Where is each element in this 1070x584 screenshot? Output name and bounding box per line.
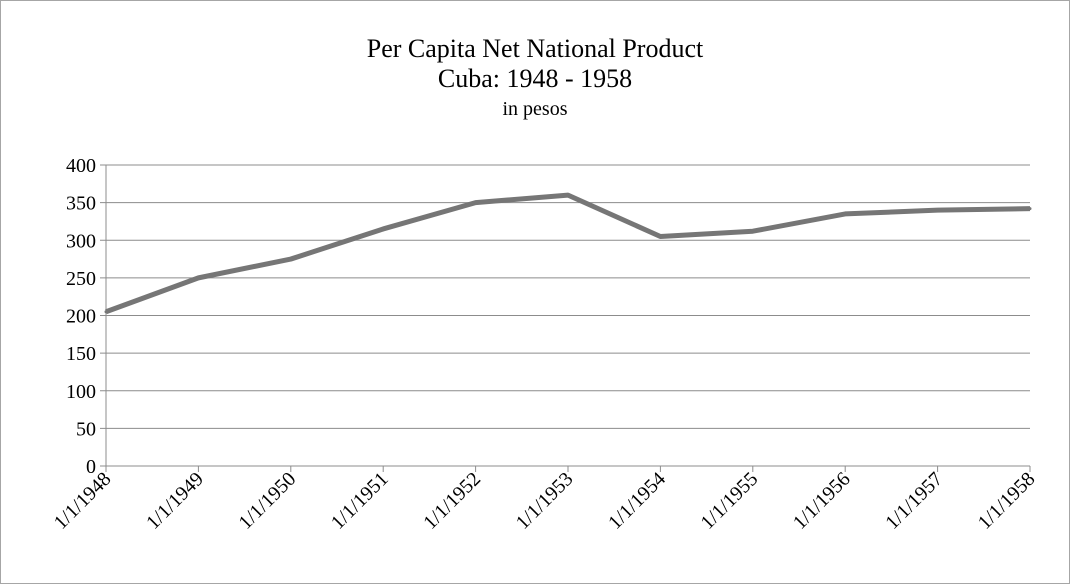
chart-title-block: Per Capita Net National Product Cuba: 19… <box>0 34 1070 122</box>
data-series <box>104 192 1032 315</box>
data-point <box>566 193 570 197</box>
x-tick-label: 1/1/1948 <box>50 468 116 534</box>
x-tick-label: 1/1/1958 <box>974 468 1040 534</box>
y-tick-label: 0 <box>86 456 96 478</box>
y-tick-label: 50 <box>76 418 96 440</box>
y-tick-labels: 0 50 100 150 200 250 300 350 400 <box>66 155 96 478</box>
x-tick-label: 1/1/1954 <box>604 468 670 534</box>
y-tick-label: 300 <box>66 230 96 252</box>
x-tick-label: 1/1/1950 <box>234 468 300 534</box>
data-point <box>751 229 755 233</box>
chart-subtitle: in pesos <box>502 98 568 120</box>
y-tick-label: 250 <box>66 268 96 290</box>
x-tick-label: 1/1/1955 <box>696 468 762 534</box>
data-point <box>1028 207 1032 211</box>
data-point <box>196 276 200 280</box>
x-tick-label: 1/1/1949 <box>142 468 208 534</box>
y-tick-label: 150 <box>66 343 96 365</box>
y-tick-label: 400 <box>66 155 96 177</box>
data-point <box>289 257 293 261</box>
data-point <box>936 208 940 212</box>
gridlines <box>106 164 1030 429</box>
y-tick-label: 200 <box>66 306 96 328</box>
y-tick-label: 350 <box>66 193 96 215</box>
data-point <box>658 234 662 238</box>
x-tick-labels: 1/1/1948 1/1/1949 1/1/1950 1/1/1951 1/1/1952… <box>50 468 1040 534</box>
x-tick-label: 1/1/1953 <box>512 468 578 534</box>
series-line-0 <box>105 192 1031 315</box>
chart-title-line2: Cuba: 1948 - 1958 <box>437 64 633 93</box>
data-point <box>104 310 108 314</box>
x-tick-label: 1/1/1957 <box>881 468 947 534</box>
axes <box>100 164 1031 472</box>
x-tick-label: 1/1/1951 <box>327 468 393 534</box>
y-tick-label: 100 <box>66 381 96 403</box>
x-tick-label: 1/1/1952 <box>419 468 485 534</box>
x-tick-label: 1/1/1956 <box>789 468 855 534</box>
data-point <box>843 212 847 216</box>
data-point <box>474 201 478 205</box>
data-point <box>381 227 385 231</box>
chart-title: Per Capita Net National Product <box>366 34 704 63</box>
